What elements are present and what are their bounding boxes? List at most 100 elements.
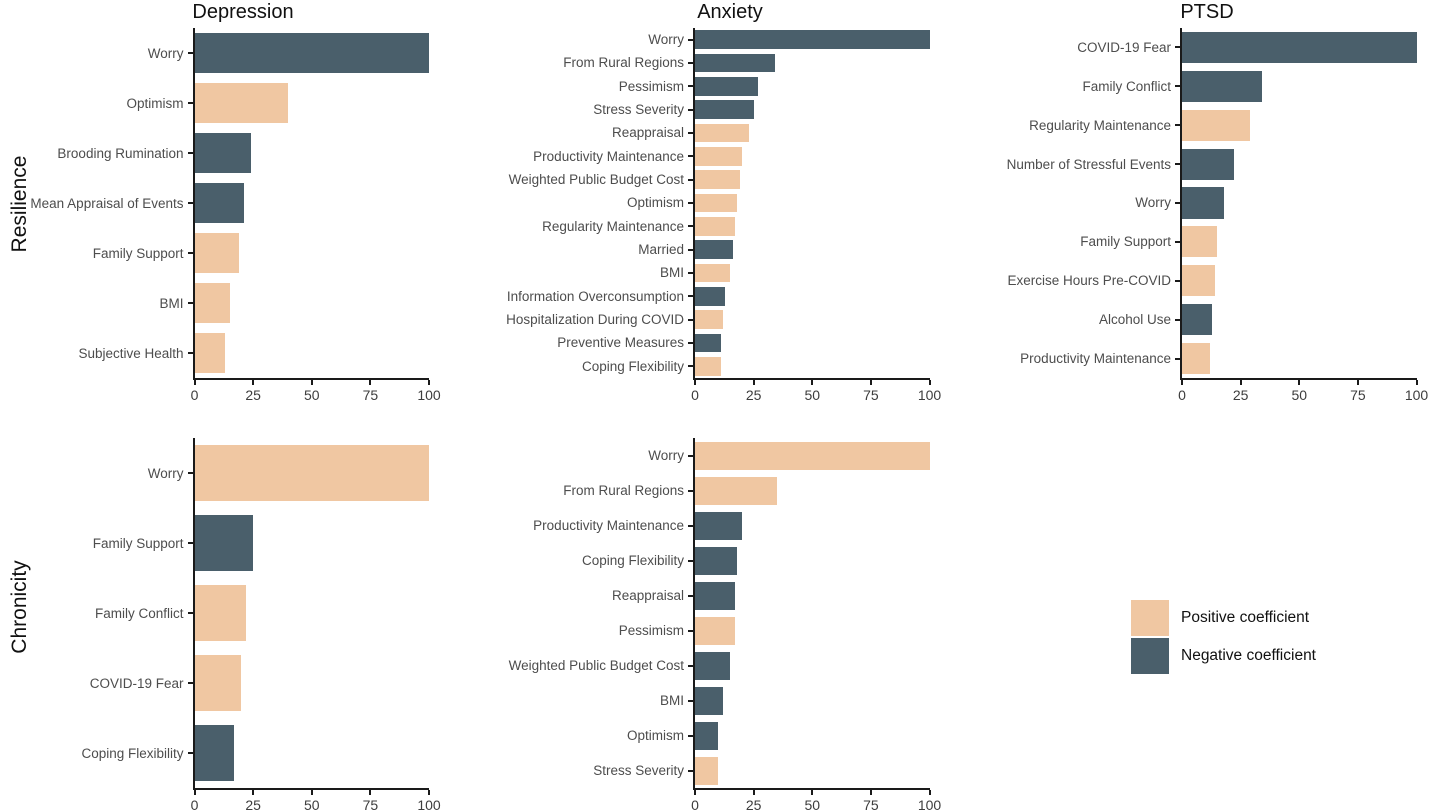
- category-label: Optimism: [627, 728, 684, 743]
- y-tick-mark: [187, 752, 193, 754]
- panel-ptsd-resilience: COVID-19 Fear Family Conflict Regularity M…: [1007, 28, 1428, 403]
- row-label-resilience: Resilience: [8, 155, 31, 253]
- y-tick-mark: [187, 352, 193, 354]
- y-tick-mark: [688, 132, 693, 134]
- bar: [695, 53, 775, 73]
- x-tick-mark: [193, 380, 196, 385]
- bar: [695, 30, 930, 49]
- x-tick-mark: [1356, 380, 1359, 385]
- y-tick-mark: [688, 629, 693, 632]
- x-tick-mark: [752, 790, 755, 795]
- x-tick-mark: [369, 790, 372, 795]
- category-label: Weighted Public Budget Cost: [508, 658, 684, 673]
- x-tick-label: 50: [303, 387, 320, 403]
- bar: [194, 33, 429, 73]
- bar: [194, 445, 429, 501]
- bar: [695, 616, 735, 645]
- legend-label: Negative coefficient: [1181, 647, 1316, 664]
- category-label: Worry: [147, 45, 184, 61]
- category-label: Brooding Rumination: [57, 145, 184, 161]
- bar: [1182, 265, 1215, 297]
- x-tick-label: 100: [917, 387, 942, 403]
- x-tick-mark: [428, 790, 430, 795]
- x-tick-label: 25: [745, 797, 762, 811]
- category-label: Hospitalization During COVID: [506, 312, 684, 328]
- bar: [1182, 148, 1234, 180]
- bar: [194, 515, 254, 571]
- y-tick-mark: [187, 52, 193, 54]
- bar: [194, 655, 242, 711]
- bar: [695, 581, 735, 610]
- bar: [194, 183, 244, 223]
- y-tick-mark: [688, 318, 693, 321]
- x-tick-label: 50: [1291, 387, 1308, 403]
- y-tick-mark: [688, 225, 693, 228]
- x-tick-mark: [1298, 380, 1301, 385]
- x-tick-label: 25: [745, 387, 762, 403]
- row-label-chronicity: Chronicity: [8, 560, 31, 654]
- x-tick-label: 75: [863, 387, 879, 403]
- category-label: BMI: [159, 295, 184, 311]
- category-label: Regularity Maintenance: [1029, 117, 1171, 133]
- category-label: Worry: [648, 448, 684, 463]
- category-label: Optimism: [627, 195, 684, 211]
- y-tick-mark: [688, 62, 693, 64]
- bar: [695, 441, 930, 470]
- column-title-anxiety: Anxiety: [697, 1, 763, 23]
- y-tick-mark: [187, 152, 193, 154]
- x-tick-label: 100: [417, 797, 441, 811]
- bar: [695, 170, 740, 189]
- bar: [695, 193, 738, 213]
- bar: [695, 686, 724, 715]
- y-tick-mark: [688, 108, 693, 111]
- category-label: Alcohol Use: [1098, 312, 1171, 328]
- bar: [695, 651, 731, 680]
- x-tick-label: 75: [362, 797, 379, 811]
- y-tick-mark: [187, 102, 193, 104]
- x-tick-mark: [928, 380, 931, 385]
- x-tick-label: 25: [245, 387, 261, 403]
- category-label: Married: [638, 242, 684, 258]
- x-tick-label: 0: [691, 387, 699, 403]
- category-label: BMI: [659, 693, 684, 708]
- category-label: Mean Appraisal of Events: [30, 195, 184, 211]
- y-tick-mark: [688, 734, 693, 737]
- y-tick-mark: [187, 542, 193, 544]
- x-tick-mark: [811, 790, 814, 795]
- category-label: Weighted Public Budget Cost: [508, 172, 684, 188]
- bar: [695, 333, 721, 353]
- bar: [695, 100, 754, 119]
- category-label: Exercise Hours Pre-COVID: [1007, 273, 1171, 289]
- y-tick-mark: [187, 202, 193, 204]
- bar: [194, 333, 225, 373]
- category-label: Stress Severity: [593, 763, 684, 778]
- bar: [695, 511, 742, 540]
- legend-item-positive: Positive coefficient: [1131, 600, 1316, 636]
- bar: [695, 77, 759, 96]
- x-tick-mark: [369, 380, 372, 385]
- category-label: Coping Flexibility: [581, 358, 684, 374]
- bar: [1182, 226, 1218, 258]
- y-tick-mark: [187, 682, 193, 684]
- x-tick-label: 75: [362, 387, 379, 403]
- category-label: Productivity Maintenance: [533, 518, 684, 533]
- negative-coefficient-swatch: [1131, 638, 1169, 674]
- panel-depression-chronicity: Worry Family Support Family Conflict COVID-…: [81, 438, 441, 811]
- y-tick-mark: [688, 178, 693, 181]
- bar: [695, 287, 726, 306]
- x-tick-label: 50: [303, 797, 320, 811]
- column-title-ptsd: PTSD: [1180, 1, 1234, 23]
- bar: [1182, 343, 1211, 375]
- category-label: Family Conflict: [1082, 78, 1171, 94]
- bar: [194, 283, 230, 323]
- bar: [1182, 304, 1213, 336]
- category-label: Worry: [648, 32, 684, 48]
- category-label: Pessimism: [618, 78, 684, 94]
- category-label: Coping Flexibility: [581, 553, 684, 568]
- bar: [194, 133, 251, 173]
- panel-anxiety-chronicity: Worry From Rural Regions Productivity Main…: [509, 438, 941, 811]
- x-tick-label: 0: [190, 797, 199, 811]
- category-label: Number of Stressful Events: [1006, 156, 1171, 172]
- x-tick-mark: [310, 790, 313, 795]
